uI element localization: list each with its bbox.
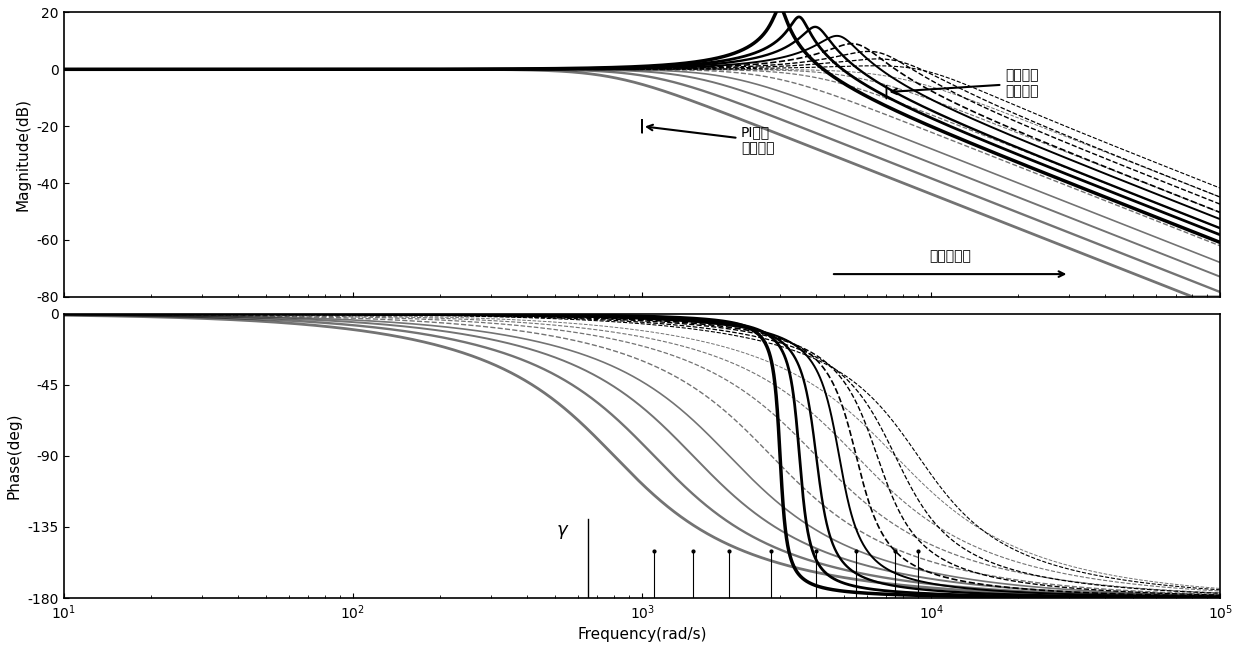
- Text: 阻尼値增大: 阻尼値增大: [929, 249, 971, 263]
- X-axis label: Frequency(rad/s): Frequency(rad/s): [578, 627, 707, 642]
- Text: PI控制
特性曲线: PI控制 特性曲线: [647, 125, 775, 156]
- Text: 无源控制
特性曲线: 无源控制 特性曲线: [892, 68, 1039, 99]
- Y-axis label: Magnitude(dB): Magnitude(dB): [16, 98, 31, 211]
- Y-axis label: Phase(deg): Phase(deg): [7, 413, 22, 499]
- Text: γ: γ: [557, 521, 568, 539]
